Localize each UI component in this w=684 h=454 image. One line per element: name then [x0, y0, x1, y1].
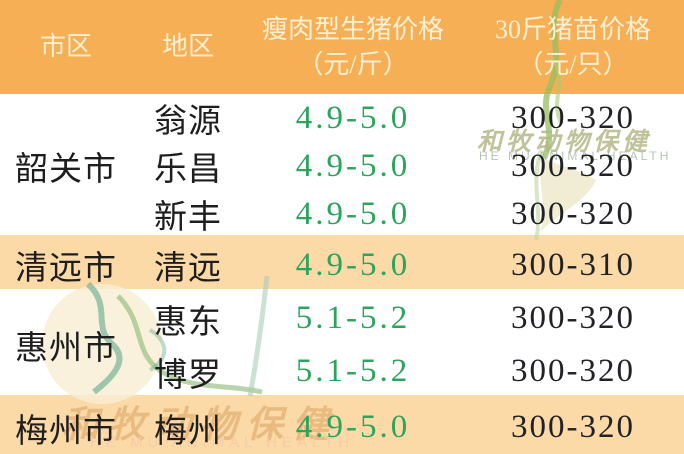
hog-price-cell: 4.9-5.0 — [295, 409, 411, 445]
region-cell: 翁源 — [154, 104, 222, 140]
piglet-price-cell: 300-310 — [511, 246, 635, 283]
region-cell: 博罗 — [154, 357, 222, 394]
highlight-band-qingyuan — [0, 235, 684, 289]
table-row: 惠州市 惠东 5.1-5.2 300-320 — [0, 292, 684, 367]
table-row: 韶关市 翁源 4.9-5.0 300-320 — [0, 94, 684, 189]
col-header-hog-label: 瘦肉型生猪价格 — [261, 14, 444, 44]
piglet-price-cell: 300-320 — [511, 99, 635, 136]
region-cell: 惠东 — [154, 304, 222, 341]
city-cell: 惠州市 — [15, 331, 117, 367]
header-band — [0, 0, 684, 94]
col-header-region: 地区 — [132, 0, 244, 94]
piglet-price-cell: 300-320 — [511, 147, 635, 184]
col-header-hog-unit: （元/斤） — [297, 50, 409, 79]
piglet-price-cell: 300-320 — [511, 353, 635, 389]
col-header-piglet-label: 30斤猪苗价格 — [494, 14, 651, 44]
col-header-city: 市区 — [0, 0, 132, 94]
col-header-hog-price: 瘦肉型生猪价格 （元/斤） — [244, 0, 462, 94]
table-header-row: 市区 地区 瘦肉型生猪价格 （元/斤） 30斤猪苗价格 （元/只） — [0, 0, 684, 94]
region-cell: 梅州 — [154, 413, 222, 450]
piglet-price-cell: 300-320 — [511, 300, 635, 336]
col-header-piglet-price: 30斤猪苗价格 （元/只） — [462, 0, 684, 94]
table-row: 乐昌 4.9-5.0 300-320 — [0, 142, 684, 190]
region-cell: 乐昌 — [154, 152, 222, 188]
city-cell: 韶关市 — [15, 152, 117, 188]
region-cell: 新丰 — [154, 200, 222, 236]
hog-price-cell: 5.1-5.2 — [295, 353, 411, 389]
region-cell: 清远 — [154, 251, 222, 287]
col-header-region-label: 地区 — [161, 32, 214, 62]
col-header-piglet-unit: （元/只） — [517, 50, 629, 79]
table-row: 梅州市 梅州 4.9-5.0 300-320 — [0, 398, 684, 454]
hog-price-cell: 4.9-5.0 — [295, 246, 411, 283]
piglet-price-cell: 300-320 — [511, 195, 635, 232]
city-cell: 梅州市 — [15, 413, 117, 450]
table-row: 清远市 清远 4.9-5.0 300-310 — [0, 238, 684, 292]
hog-price-cell: 4.9-5.0 — [295, 195, 411, 232]
city-cell: 清远市 — [15, 251, 117, 287]
hog-price-cell: 4.9-5.0 — [295, 147, 411, 184]
hog-price-cell: 4.9-5.0 — [295, 99, 411, 136]
col-header-city-label: 市区 — [39, 32, 92, 62]
highlight-band-meizhou — [0, 395, 684, 454]
hog-price-cell: 5.1-5.2 — [295, 300, 411, 336]
piglet-price-cell: 300-320 — [511, 409, 635, 445]
